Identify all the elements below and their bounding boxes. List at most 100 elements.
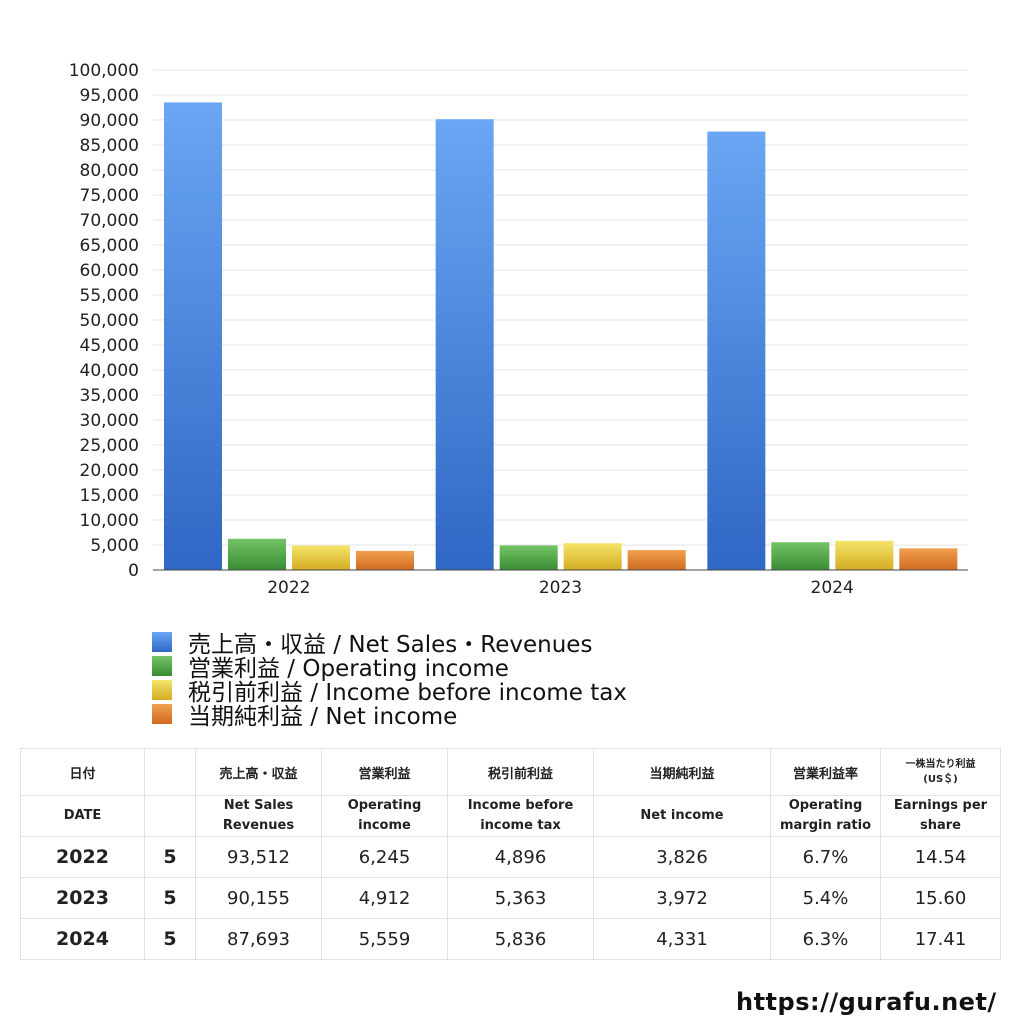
cell-operating: 5,559	[321, 918, 448, 960]
legend-item-income-before-tax: 税引前利益 / Income before income tax	[152, 678, 627, 706]
y-tick-label: 70,000	[80, 211, 139, 231]
table-row: 2022 5 93,512 6,245 4,896 3,826 6.7% 14.…	[20, 836, 1001, 878]
cell-sales: 93,512	[195, 836, 322, 878]
header-spacer	[144, 748, 196, 796]
header-eps-jp-line2: (US＄)	[923, 774, 958, 785]
bar-2024-series-1	[771, 542, 830, 570]
header-eps-en-line2: share	[920, 818, 961, 833]
cell-margin: 6.3%	[770, 918, 881, 960]
y-tick-label: 20,000	[80, 461, 139, 481]
header-operating-en: Operating income	[321, 795, 448, 837]
header-date-jp: 日付	[20, 748, 145, 796]
cell-sales: 87,693	[195, 918, 322, 960]
cell-year: 2024	[20, 918, 145, 960]
cell-year: 2023	[20, 877, 145, 919]
header-pretax-en-line2: income tax	[480, 818, 561, 833]
header-sales-en: Net Sales Revenues	[195, 795, 322, 837]
legend-label: 税引前利益 / Income before income tax	[188, 680, 627, 706]
bar-chart: 0 5,000 10,000 15,000 20,000 25,000 30,000 35,0…	[69, 61, 968, 598]
legend-swatch-operating-income	[152, 656, 172, 676]
site-url: https://gurafu.net/	[736, 988, 997, 1016]
cell-operating: 4,912	[321, 877, 448, 919]
bar-2022-series-0	[164, 102, 222, 570]
y-tick-label: 35,000	[80, 386, 139, 406]
header-eps-en: Earnings per share	[880, 795, 1001, 837]
table-row: 2024 5 87,693 5,559 5,836 4,331 6.3% 17.…	[20, 918, 1001, 960]
header-operating-jp: 営業利益	[321, 748, 448, 796]
x-tick-label: 2022	[267, 578, 310, 598]
bar-2023-series-0	[435, 119, 494, 570]
cell-pretax: 5,363	[447, 877, 594, 919]
legend-swatch-net-income	[152, 704, 172, 724]
header-sales-en-line2: Revenues	[222, 818, 295, 833]
header-operating-en-line1: Operating	[347, 798, 422, 813]
cell-net: 4,331	[593, 918, 771, 960]
bar-2023-series-1	[499, 545, 558, 570]
bar-2023-series-3	[627, 550, 686, 570]
y-tick-label: 30,000	[80, 411, 139, 431]
y-tick-label: 85,000	[80, 136, 139, 156]
cell-margin: 6.7%	[770, 836, 881, 878]
financial-table: 日付 売上高・収益 営業利益 税引前利益 当期純利益 営業利益率 一株当たり利益…	[20, 748, 1001, 960]
table-header-en: DATE Net Sales Revenues Operating income…	[20, 795, 1001, 837]
cell-operating: 6,245	[321, 836, 448, 878]
y-tick-label: 50,000	[80, 311, 139, 331]
cell-sales: 90,155	[195, 877, 322, 919]
cell-net: 3,972	[593, 877, 771, 919]
x-tick-label: 2023	[539, 578, 582, 598]
legend-label: 売上高・収益 / Net Sales・Revenues	[188, 632, 593, 658]
legend-item-operating-income: 営業利益 / Operating income	[152, 654, 627, 682]
header-date-en: DATE	[20, 795, 145, 837]
header-eps-en-line1: Earnings per	[893, 798, 988, 813]
header-margin-jp: 営業利益率	[770, 748, 881, 796]
y-tick-label: 5,000	[90, 536, 139, 556]
y-tick-label: 80,000	[80, 161, 139, 181]
y-tick-label: 25,000	[80, 436, 139, 456]
header-net-jp: 当期純利益	[593, 748, 771, 796]
header-pretax-en-line1: Income before	[467, 798, 574, 813]
table-row: 2023 5 90,155 4,912 5,363 3,972 5.4% 15.…	[20, 877, 1001, 919]
header-operating-en-line2: income	[358, 818, 411, 833]
cell-eps: 14.54	[880, 836, 1001, 878]
y-tick-label: 15,000	[80, 486, 139, 506]
header-sales-en-line1: Net Sales	[223, 798, 294, 813]
legend-label: 当期純利益 / Net income	[188, 704, 458, 730]
x-tick-label: 2024	[811, 578, 854, 598]
cell-year: 2022	[20, 836, 145, 878]
y-tick-label: 60,000	[80, 261, 139, 281]
bar-2024-series-0	[707, 131, 766, 570]
legend-label: 営業利益 / Operating income	[188, 656, 509, 682]
y-tick-label: 90,000	[80, 111, 139, 131]
y-tick-label: 45,000	[80, 336, 139, 356]
y-tick-label: 40,000	[80, 361, 139, 381]
header-pretax-jp: 税引前利益	[447, 748, 594, 796]
legend-item-net-sales: 売上高・収益 / Net Sales・Revenues	[152, 630, 627, 658]
cell-eps: 15.60	[880, 877, 1001, 919]
header-eps-jp-line1: 一株当たり利益	[905, 759, 976, 770]
legend-item-net-income: 当期純利益 / Net income	[152, 702, 627, 730]
header-margin-en-line2: margin ratio	[779, 818, 872, 833]
legend-swatch-net-sales	[152, 632, 172, 652]
y-tick-label: 65,000	[80, 236, 139, 256]
cell-margin: 5.4%	[770, 877, 881, 919]
y-tick-label: 0	[128, 561, 139, 581]
bar-2023-series-2	[563, 543, 622, 570]
cell-eps: 17.41	[880, 918, 1001, 960]
chart-legend: 売上高・収益 / Net Sales・Revenues 営業利益 / Opera…	[152, 630, 627, 730]
cell-month: 5	[144, 836, 196, 878]
bar-2024-series-3	[899, 548, 958, 570]
header-margin-en: Operating margin ratio	[770, 795, 881, 837]
cell-pretax: 5,836	[447, 918, 594, 960]
header-pretax-en: Income before income tax	[447, 795, 594, 837]
bar-2024-series-2	[835, 540, 894, 570]
y-tick-label: 55,000	[80, 286, 139, 306]
header-eps-jp: 一株当たり利益 (US＄)	[880, 748, 1001, 796]
table-header-jp: 日付 売上高・収益 営業利益 税引前利益 当期純利益 営業利益率 一株当たり利益…	[20, 748, 1001, 796]
header-net-en: Net income	[593, 795, 771, 837]
bar-2022-series-3	[356, 550, 414, 570]
cell-month: 5	[144, 918, 196, 960]
y-tick-label: 100,000	[69, 61, 139, 81]
header-sales-jp: 売上高・収益	[195, 748, 322, 796]
y-tick-label: 10,000	[80, 511, 139, 531]
y-tick-label: 95,000	[80, 86, 139, 106]
